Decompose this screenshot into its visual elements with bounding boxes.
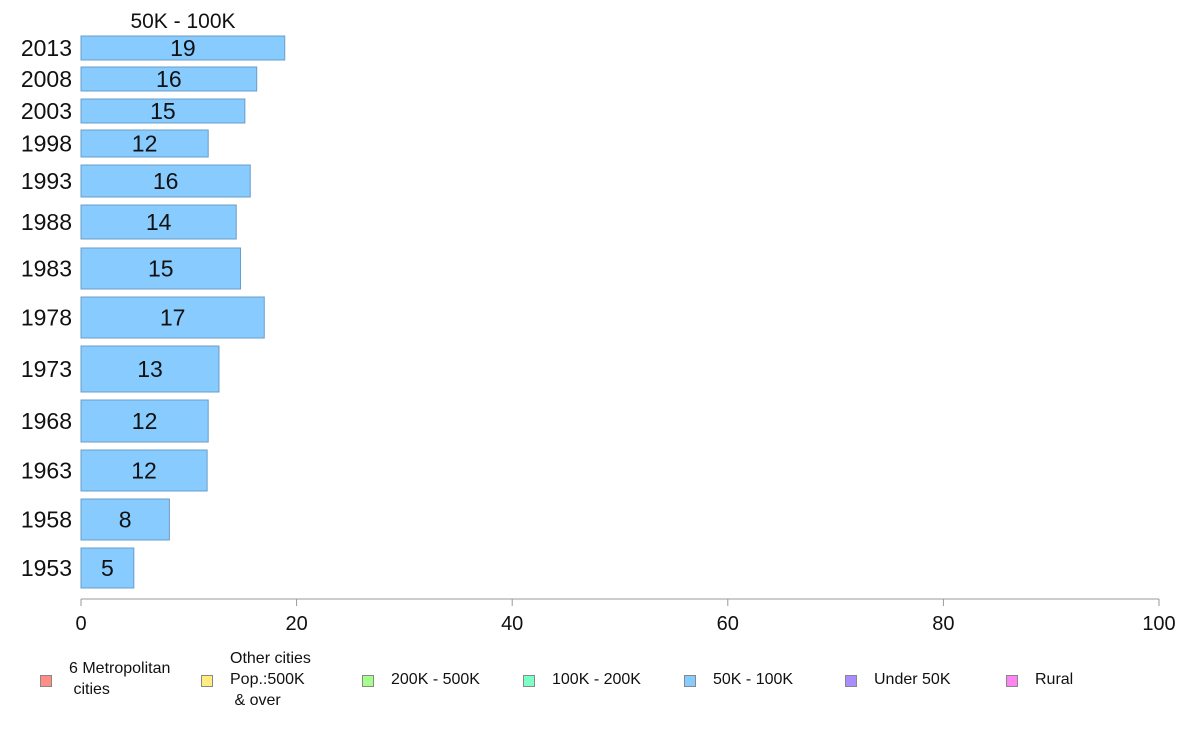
bar-value-label-1993: 16 (153, 168, 179, 194)
bar-1968 (80, 399, 209, 443)
bar-value-label-1953: 5 (101, 555, 114, 581)
bar-2003 (80, 98, 246, 124)
y-tick-label-1953: 1953 (21, 555, 72, 581)
y-tick-label-1993: 1993 (21, 168, 72, 194)
y-tick-label-1988: 1988 (21, 209, 72, 235)
y-tick-label-1973: 1973 (21, 356, 72, 382)
bar-1993 (80, 164, 251, 198)
legend-swatch (684, 675, 696, 687)
bar-1953 (80, 547, 135, 589)
legend-item-5: 50K - 100K (684, 648, 793, 690)
bar-value-label-2008: 16 (156, 66, 182, 92)
x-tick-label-20: 20 (285, 613, 307, 635)
x-tick-label-80: 80 (932, 613, 954, 635)
y-tick-label-2008: 2008 (21, 66, 72, 92)
y-tick-label-1983: 1983 (21, 256, 72, 282)
legend-item-1: 6 Metropolitan cities (40, 658, 170, 700)
x-tick-label-100: 100 (1142, 613, 1175, 635)
bar-2008 (80, 66, 258, 92)
legend: 6 Metropolitan cities Other cities Pop.:5… (0, 648, 1188, 728)
bar-value-label-2013: 19 (170, 35, 196, 61)
bar-value-label-1973: 13 (137, 356, 163, 382)
x-tick-label-0: 0 (75, 613, 86, 635)
bar-value-label-2003: 15 (150, 98, 176, 124)
y-tick-label-1978: 1978 (21, 305, 72, 331)
bar-value-label-1963: 12 (131, 458, 157, 484)
legend-label: 100K - 200K (552, 671, 641, 688)
legend-label: Other cities Pop.:500K & over (230, 650, 311, 709)
bar-1963 (80, 449, 208, 492)
legend-swatch (523, 675, 535, 687)
legend-label: 200K - 500K (391, 671, 480, 688)
y-tick-label-1998: 1998 (21, 131, 72, 157)
bar-value-label-1968: 12 (132, 408, 158, 434)
y-tick-label-1958: 1958 (21, 507, 72, 533)
x-axis: 0 20 40 60 80 100 (75, 598, 1176, 635)
x-tick-label-60: 60 (717, 613, 739, 635)
legend-item-7: Rural (1006, 648, 1073, 690)
bar-1988 (80, 204, 237, 240)
legend-item-4: 100K - 200K (523, 648, 641, 690)
bar-1958 (80, 498, 170, 541)
bar-value-label-1978: 17 (160, 305, 186, 331)
bar-1973 (80, 345, 220, 393)
chart-title: 50K - 100K (130, 10, 235, 33)
bar-1978 (80, 296, 265, 339)
bar-value-label-1983: 15 (148, 256, 174, 282)
bar-2013 (80, 35, 286, 61)
legend-label: 6 Metropolitan cities (69, 660, 171, 698)
bar-value-label-1988: 14 (146, 209, 172, 235)
legend-label: 50K - 100K (713, 671, 794, 688)
bar-value-label-1958: 8 (119, 507, 132, 533)
bar-value-label-1998: 12 (132, 131, 158, 157)
legend-swatch (1006, 675, 1018, 687)
legend-swatch (845, 675, 857, 687)
legend-item-3: 200K - 500K (362, 648, 480, 690)
y-tick-label-2003: 2003 (21, 98, 72, 124)
legend-swatch (40, 675, 52, 687)
legend-label: Rural (1035, 671, 1074, 688)
y-tick-label-1968: 1968 (21, 408, 72, 434)
legend-label: Under 50K (874, 671, 951, 688)
legend-swatch (201, 675, 213, 687)
bar-1998 (80, 129, 209, 158)
bar-chart: 50K - 100K 19 16 15 12 16 14 15 17 13 12 12 85 2013… (21, 10, 1176, 635)
y-tick-label-2013: 2013 (21, 35, 72, 61)
bars-group: 19 16 15 12 16 14 15 17 13 12 12 85 (80, 35, 286, 589)
legend-swatch (362, 675, 374, 687)
legend-item-6: Under 50K (845, 648, 951, 690)
x-tick-label-40: 40 (501, 613, 523, 635)
legend-item-2: Other cities Pop.:500K & over (201, 648, 311, 711)
bar-1983 (80, 247, 242, 290)
y-tick-label-1963: 1963 (21, 458, 72, 484)
y-axis-labels: 2013 2008 2003 1998 1993 1988 1983 1978 1973 1968… (21, 35, 72, 581)
